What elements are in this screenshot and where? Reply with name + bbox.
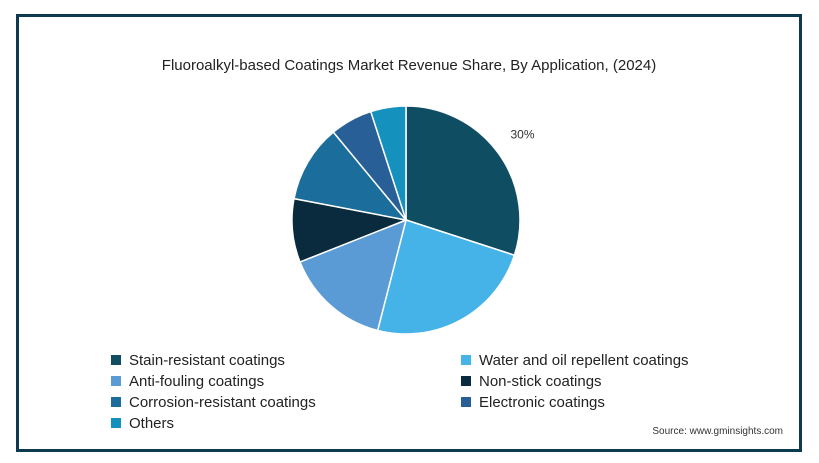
legend-swatch — [461, 376, 471, 386]
legend-label: Electronic coatings — [479, 393, 605, 411]
pie-slice-anti-fouling-coatings — [299, 218, 408, 332]
legend-swatch — [111, 397, 121, 407]
legend-item: Non-stick coatings — [461, 371, 751, 391]
legend-label: Stain-resistant coatings — [129, 351, 285, 369]
legend-item: Others — [111, 413, 461, 433]
legend-item: Corrosion-resistant coatings — [111, 392, 461, 412]
legend-item: Electronic coatings — [461, 392, 751, 412]
pie-chart: 30% — [291, 105, 535, 335]
legend-item: Water and oil repellent coatings — [461, 350, 751, 370]
legend: Stain-resistant coatings Water and oil re… — [111, 350, 751, 433]
legend-label: Non-stick coatings — [479, 372, 602, 390]
legend-item: Stain-resistant coatings — [111, 350, 461, 370]
pie-slice-water-and-oil-repellent-coatings — [376, 219, 516, 335]
legend-swatch — [111, 376, 121, 386]
data-label-stain-resistant-coatings: 30% — [510, 128, 534, 142]
pie-slice-corrosion-resistant-coatings — [293, 131, 408, 222]
legend-label: Corrosion-resistant coatings — [129, 393, 316, 411]
legend-swatch — [461, 355, 471, 365]
pie-slice-others — [369, 105, 407, 221]
legend-label: Water and oil repellent coatings — [479, 351, 689, 369]
legend-label: Anti-fouling coatings — [129, 372, 265, 390]
legend-label: Others — [129, 414, 175, 432]
legend-swatch — [111, 418, 121, 428]
pie-slice-stain-resistant-coatings — [405, 105, 521, 257]
legend-swatch — [111, 355, 121, 365]
chart-title: Fluoroalkyl-based Coatings Market Revenu… — [161, 57, 657, 74]
legend-swatch — [461, 397, 471, 407]
chart-frame: Fluoroalkyl-based Coatings Market Revenu… — [16, 14, 802, 452]
legend-item: Anti-fouling coatings — [111, 371, 461, 391]
source-note: Source: www.gminsights.com — [652, 426, 783, 437]
